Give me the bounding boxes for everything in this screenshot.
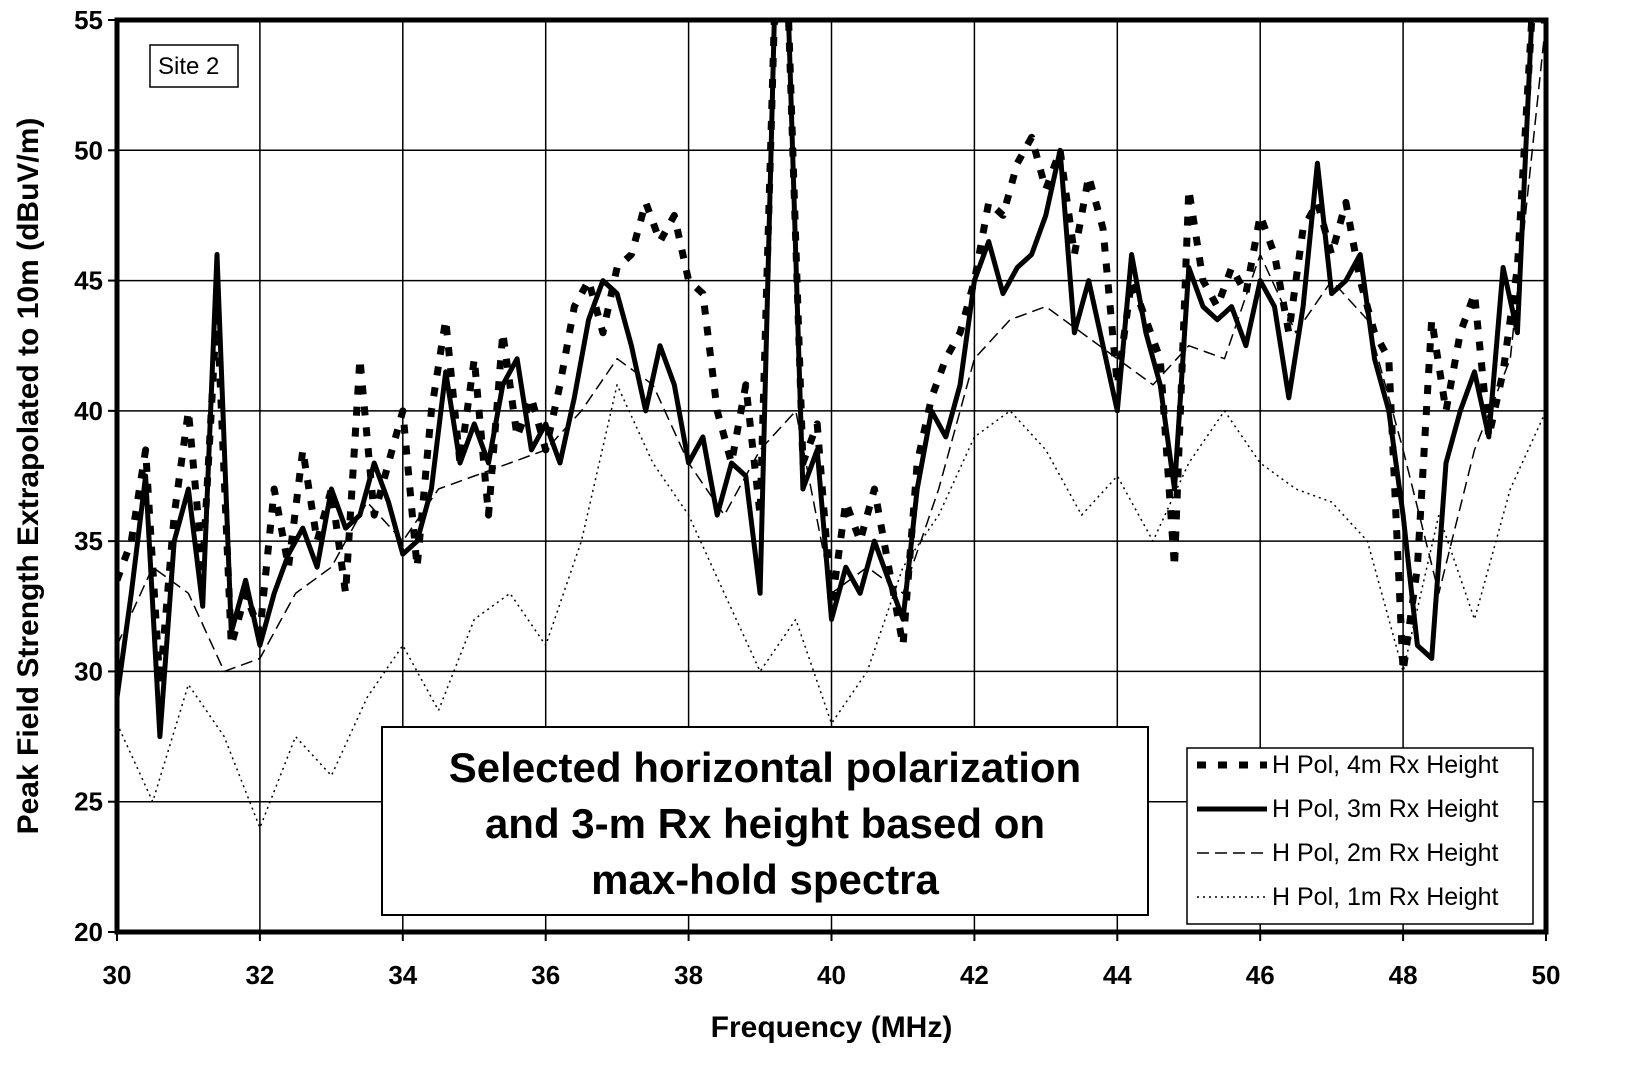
legend-label-4m: H Pol, 4m Rx Height [1272,751,1499,779]
y-tick-label: 30 [74,656,103,686]
x-axis-label: Frequency (MHz) [711,1011,953,1044]
x-tick-label: 36 [531,960,560,990]
y-tick-label: 20 [74,917,103,947]
x-tick-label: 34 [388,960,417,990]
series-1m-line [117,384,1546,829]
y-tick-label: 40 [74,396,103,426]
series-3m-line [117,20,1546,740]
y-tick-label: 55 [74,5,103,35]
annotation-line-3: max-hold spectra [591,856,939,903]
x-tick-label: 30 [103,960,132,990]
site-label: Site 2 [158,53,219,80]
x-tick-label: 32 [245,960,274,990]
x-tick-label: 50 [1532,960,1561,990]
x-tick-label: 46 [1246,960,1275,990]
annotation-box: Selected horizontal polarization and 3-m… [381,726,1149,916]
x-tick-label: 38 [674,960,703,990]
annotation-line-2: and 3-m Rx height based on [485,800,1045,847]
legend-label-3m: H Pol, 3m Rx Height [1272,795,1499,823]
x-tick-label: 42 [960,960,989,990]
legend: H Pol, 4m Rx Height H Pol, 3m Rx Height … [1186,747,1534,925]
legend-label-2m: H Pol, 2m Rx Height [1272,839,1499,867]
y-tick-label: 35 [74,526,103,556]
y-tick-label: 25 [74,787,103,817]
series-layer [117,20,1546,829]
x-tick-label: 48 [1389,960,1418,990]
x-tick-label: 40 [817,960,846,990]
plot-frame [114,17,1549,935]
site-label-box: Site 2 [149,44,239,88]
x-tick-labels: 30 32 34 36 38 40 42 44 46 48 50 [103,960,1561,990]
annotation-line-1: Selected horizontal polarization [449,744,1081,791]
y-tick-label: 50 [74,135,103,165]
legend-label-1m: H Pol, 1m Rx Height [1272,883,1499,911]
y-tick-label: 45 [74,266,103,296]
y-tick-labels: 20 25 30 35 40 45 50 55 [74,5,103,947]
y-axis-label: Peak Field Strength Extrapolated to 10m … [12,118,45,835]
x-tick-label: 44 [1103,960,1132,990]
